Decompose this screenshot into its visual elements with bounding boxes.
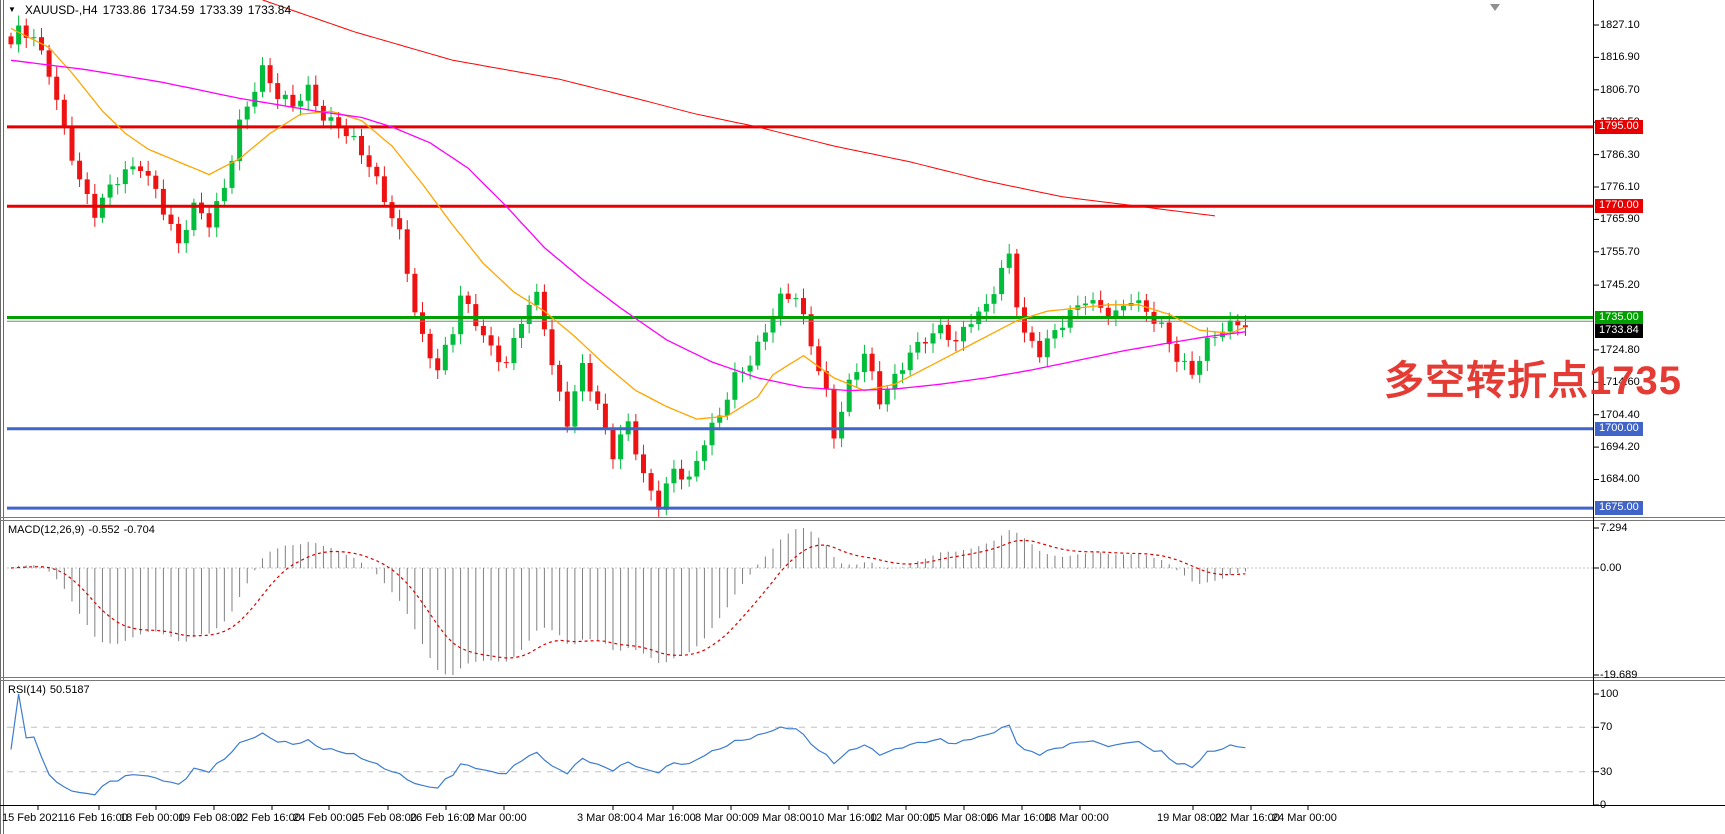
price-tick-label: 1694.20 [1600,441,1640,454]
time-axis-label: 9 Mar 08:00 [753,812,812,824]
macd-tick-label: 7.294 [1600,522,1628,534]
rsi-tick-label: 30 [1600,765,1613,778]
time-axis-label: 12 Mar 00:00 [870,812,935,824]
time-axis-label: 19 Feb 08:00 [178,812,243,824]
price-badge: 1770.00 [1595,199,1643,214]
price-badge: 1735.00 [1595,310,1643,325]
time-axis-label: 3 Mar 08:00 [577,812,636,824]
rsi-tick-label: 100 [1600,688,1619,700]
macd-indicator-label: MACD(12,26,9) -0.552 -0.704 [8,524,159,536]
price-axis[interactable] [1594,0,1725,805]
macd-main-value: -0.552 [88,524,120,536]
chart-title: ▼ XAUUSD-,H4 1733.86 1734.59 1733.39 1733.84 [8,3,291,17]
price-tick-label: 1816.90 [1600,51,1640,64]
time-axis-label: 16 Feb 16:00 [63,812,128,824]
price-tick-label: 1755.70 [1600,245,1640,258]
symbol-dropdown-icon[interactable]: ▼ [8,5,16,14]
time-axis-label: 19 Mar 08:00 [1157,812,1222,824]
rsi-name: RSI(14) [8,684,46,696]
price-badge: 1795.00 [1595,119,1643,134]
price-badge: 1675.00 [1595,501,1643,516]
price-tick-label: 1765.90 [1600,213,1640,226]
time-axis-label: 18 Feb 00:00 [120,812,185,824]
symbol-label: XAUUSD-,H4 [24,3,98,17]
time-axis[interactable] [0,806,1725,834]
price-tick-label: 1745.20 [1600,279,1640,292]
price-tick-label: 1776.10 [1600,180,1640,193]
time-axis-label: 10 Mar 16:00 [812,812,877,824]
time-axis-label: 15 Feb 2021 [2,812,64,824]
chart-shift-marker[interactable] [1490,4,1500,11]
price-tick-label: 1704.40 [1600,408,1640,421]
macd-signal-value: -0.704 [123,524,155,536]
rsi-value: 50.5187 [49,684,90,696]
price-badge: 1733.84 [1595,323,1643,338]
rsi-tick-label: 70 [1600,721,1613,734]
quote-close: 1733.84 [247,3,292,17]
time-axis-label: 26 Feb 16:00 [410,812,475,824]
time-axis-label: 4 Mar 16:00 [637,812,696,824]
annotation-text: 多空转折点1735 [1384,359,1682,403]
time-axis-label: 24 Feb 00:00 [293,812,358,824]
quote-low: 1733.39 [199,3,243,17]
time-axis-label: 25 Feb 08:00 [352,812,417,824]
time-axis-label: 15 Mar 08:00 [928,812,993,824]
price-tick-label: 1786.30 [1600,148,1640,161]
time-axis-label: 16 Mar 16:00 [986,812,1051,824]
price-tick-label: 1714.60 [1600,376,1640,389]
price-tick-label: 1827.10 [1600,19,1640,31]
time-axis-label: 8 Mar 00:00 [695,812,754,824]
price-tick-label: 1724.80 [1600,343,1640,356]
macd-tick-label: 0.00 [1600,562,1622,574]
rsi-indicator-label: RSI(14) 50.5187 [8,684,94,696]
price-tick-label: 1806.70 [1600,83,1640,96]
quote-open: 1733.86 [102,3,146,17]
time-axis-label: 22 Mar 16:00 [1215,812,1280,824]
macd-tick-label: -19.689 [1600,669,1638,681]
time-axis-label: 2 Mar 00:00 [468,812,527,824]
time-axis-label: 24 Mar 00:00 [1272,812,1337,824]
price-badge: 1700.00 [1595,421,1643,436]
rsi-tick-label: 0 [1600,799,1607,811]
quote-high: 1734.59 [151,3,195,17]
time-axis-label: 22 Feb 16:00 [236,812,301,824]
price-tick-label: 1684.00 [1600,473,1640,486]
time-axis-label: 18 Mar 00:00 [1044,812,1109,824]
macd-name: MACD(12,26,9) [8,524,85,536]
